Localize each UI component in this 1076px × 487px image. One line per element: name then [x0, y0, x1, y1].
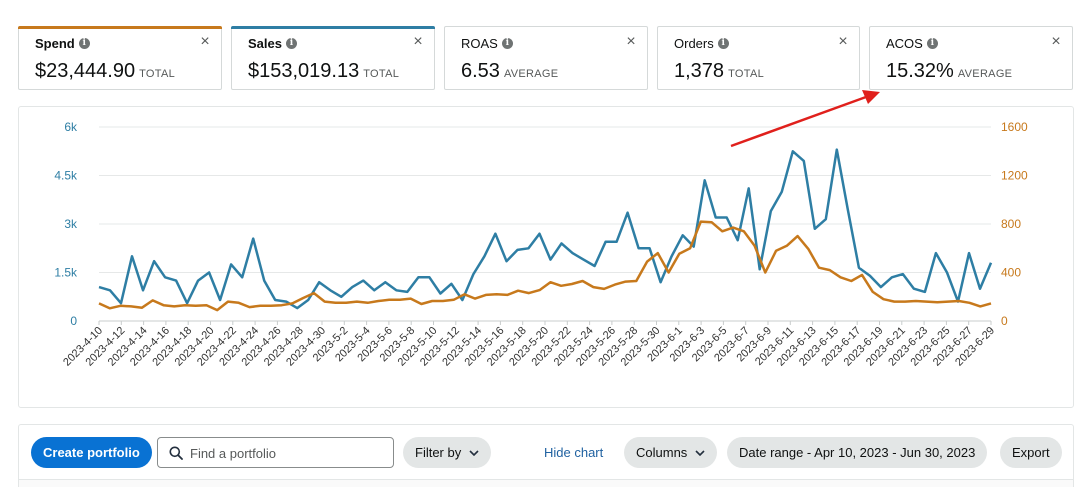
- right-axis-tick-label: 400: [1001, 266, 1021, 280]
- info-icon[interactable]: i: [926, 38, 938, 49]
- chevron-down-icon: [469, 449, 479, 456]
- columns-label: Columns: [636, 445, 688, 460]
- metric-card-acos[interactable]: ACOS i × 15.32% AVERAGE: [869, 26, 1073, 90]
- metric-label: Spend: [35, 36, 75, 51]
- left-axis-tick-label: 6k: [64, 120, 78, 134]
- chevron-down-icon: [695, 449, 705, 456]
- filter-by-button[interactable]: Filter by: [403, 437, 492, 468]
- performance-chart: 0 0 1.5k 400 3k 800 4.5k 1200 6k 1600 2023-4-10 202…: [18, 106, 1074, 408]
- metric-value: $23,444.90: [35, 60, 136, 82]
- search-icon: [169, 446, 183, 460]
- filter-by-label: Filter by: [415, 445, 462, 460]
- left-axis-tick-label: 4.5k: [54, 169, 78, 183]
- right-axis-tick-label: 1600: [1001, 120, 1028, 134]
- metric-unit: AVERAGE: [957, 68, 1013, 80]
- annotation-arrow-head: [862, 90, 880, 104]
- portfolio-toolbar: Create portfolio Filter by Hide chart Co…: [18, 424, 1074, 487]
- info-icon[interactable]: i: [717, 38, 729, 49]
- right-axis-tick-label: 0: [1001, 314, 1008, 328]
- right-axis-tick-label: 1200: [1001, 169, 1028, 183]
- metric-card-roas[interactable]: ROAS i × 6.53 AVERAGE: [444, 26, 648, 90]
- date-range-button[interactable]: Date range - Apr 10, 2023 - Jun 30, 2023: [727, 437, 988, 468]
- metric-color-bar: [18, 26, 222, 29]
- info-icon[interactable]: i: [78, 38, 90, 49]
- info-icon[interactable]: i: [285, 38, 297, 49]
- metric-value: $153,019.13: [248, 60, 360, 82]
- metric-color-bar: [231, 26, 435, 29]
- close-icon[interactable]: ×: [626, 33, 636, 50]
- close-icon[interactable]: ×: [413, 33, 423, 50]
- hide-chart-link[interactable]: Hide chart: [544, 445, 604, 460]
- left-axis-tick-label: 1.5k: [54, 266, 78, 280]
- metric-card-spend[interactable]: Spend i × $23,444.90 TOTAL: [18, 26, 222, 90]
- series-line-spend: [98, 220, 992, 312]
- metric-value: 1,378: [674, 60, 725, 82]
- right-axis-tick-label: 800: [1001, 217, 1021, 231]
- metric-card-sales[interactable]: Sales i × $153,019.13 TOTAL: [231, 26, 435, 90]
- metric-unit: TOTAL: [139, 68, 176, 80]
- close-icon[interactable]: ×: [1051, 33, 1061, 50]
- info-icon[interactable]: i: [501, 38, 513, 49]
- portfolio-search[interactable]: [157, 437, 394, 468]
- create-portfolio-button[interactable]: Create portfolio: [31, 437, 152, 468]
- metric-label: Orders: [674, 36, 714, 51]
- metric-unit: TOTAL: [363, 68, 400, 80]
- metric-unit: TOTAL: [728, 68, 764, 80]
- metric-label: ROAS: [461, 36, 498, 51]
- metric-label: Sales: [248, 36, 282, 51]
- close-icon[interactable]: ×: [200, 33, 210, 50]
- metric-label: ACOS: [886, 36, 923, 51]
- left-axis-tick-label: 0: [70, 314, 77, 328]
- close-icon[interactable]: ×: [838, 33, 848, 50]
- metric-unit: AVERAGE: [503, 68, 559, 80]
- series-line-sales: [98, 148, 993, 310]
- table-header-strip: [19, 479, 1073, 487]
- metric-value: 6.53: [461, 60, 500, 82]
- columns-button[interactable]: Columns: [624, 437, 718, 468]
- metric-cards: Spend i × $23,444.90 TOTAL Sales i × $153,0…: [18, 26, 1074, 90]
- export-button[interactable]: Export: [1000, 437, 1062, 468]
- metric-card-orders[interactable]: Orders i × 1,378 TOTAL: [657, 26, 860, 90]
- search-input[interactable]: [190, 442, 386, 464]
- metric-value: 15.32%: [886, 60, 954, 82]
- left-axis-tick-label: 3k: [64, 217, 78, 231]
